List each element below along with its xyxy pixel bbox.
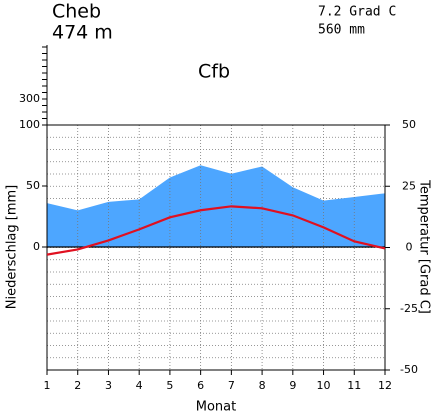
x-tick-label: 3 [105,379,112,392]
temperature-line [46,205,386,256]
x-tick-label: 2 [74,379,81,392]
precipitation-area [47,165,385,247]
x-axis-label: Monat [196,400,236,415]
x-tick-label: 9 [289,379,296,392]
y2-tick-label: 0 [406,241,413,254]
mean-temperature: 7.2 Grad C [318,5,396,20]
station: Cheb [52,1,101,23]
x-tick-label: 12 [378,379,392,392]
y2-tick-label: 50 [402,118,416,131]
y-tick-label: 300 [19,92,40,105]
y2-axis-label: Temperatur [Grad C] [417,179,432,314]
x-tick-label: 11 [347,379,361,392]
x-tick-label: 4 [136,379,143,392]
y-tick-label: 0 [33,240,40,253]
y2-tick-label: 25 [402,179,416,192]
x-tick-label: 8 [259,379,266,392]
y-tick-label: 100 [19,118,40,131]
y2-tick-label: -25 [400,302,418,315]
climate-class: Cfb [198,61,230,83]
x-tick-label: 5 [166,379,173,392]
upper-ticks [42,45,48,125]
x-tick-label: 6 [197,379,204,392]
x-tick-label: 10 [317,379,331,392]
annual-precipitation: 560 mm [318,23,365,38]
y2-tick-label: -50 [400,363,418,376]
y-axis-label: Niederschlag [mm] [5,185,20,310]
x-tick-label: 1 [44,379,51,392]
elevation: 474 m [52,22,113,44]
y-tick-label: 50 [26,179,40,192]
x-tick-label: 7 [228,379,235,392]
